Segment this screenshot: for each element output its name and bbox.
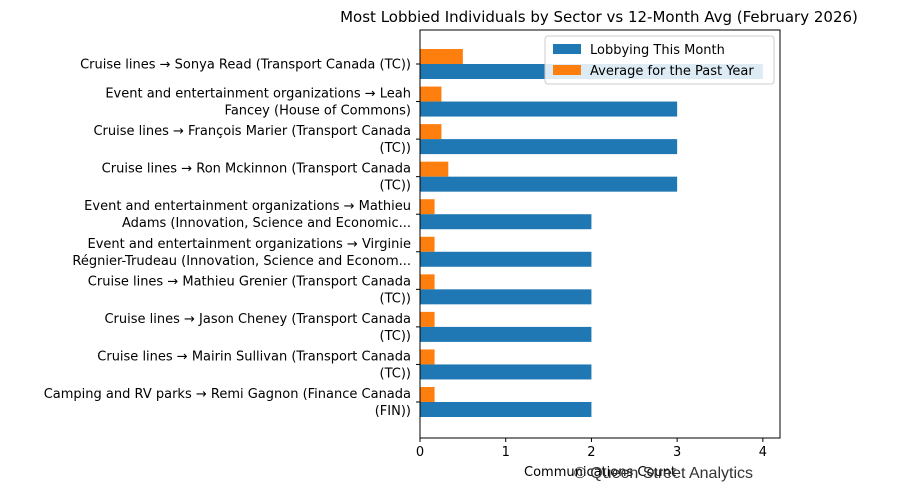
y-tick-label-4-line-2: (TC)) <box>380 179 411 194</box>
bar-this-month-7 <box>420 289 592 305</box>
y-tick-label-1-line-1: Cruise lines → Sonya Read (Transport Can… <box>80 58 411 73</box>
y-tick-label-8-line-1: Cruise lines → Jason Cheney (Transport C… <box>104 312 411 327</box>
bar-average-5 <box>420 199 435 215</box>
bar-this-month-2 <box>420 101 678 117</box>
x-axis-label: Communications Count <box>524 465 676 480</box>
x-tick-label-0: 0 <box>416 445 424 460</box>
bar-average-3 <box>420 124 442 140</box>
y-tick-label-2-line-2: Fancey (House of Commons) <box>225 104 411 119</box>
y-tick-label-3-line-2: (TC)) <box>380 141 411 156</box>
bar-average-10 <box>420 387 435 402</box>
legend-label-2: Average for the Past Year <box>590 64 754 79</box>
y-tick-label-6-line-2: Régnier-Trudeau (Innovation, Science and… <box>72 254 411 269</box>
y-tick-label-9-line-2: (TC)) <box>380 366 411 381</box>
bar-this-month-5 <box>420 214 592 230</box>
bar-average-1 <box>420 49 463 64</box>
legend-label-1: Lobbying This Month <box>590 43 725 58</box>
x-tick-label-3: 3 <box>673 445 681 460</box>
legend-swatch-1 <box>553 44 581 54</box>
legend-box <box>544 35 775 85</box>
y-tick-label-3-line-1: Cruise lines → François Marier (Transpor… <box>93 124 411 139</box>
bar-this-month-8 <box>420 326 592 342</box>
y-tick-label-9-line-1: Cruise lines → Mairin Sullivan (Transpor… <box>97 349 411 364</box>
y-tick-label-7-line-1: Cruise lines → Mathieu Grenier (Transpor… <box>88 274 411 289</box>
legend-swatch-2 <box>553 65 581 75</box>
bar-this-month-6 <box>420 251 592 267</box>
bar-average-2 <box>420 86 442 102</box>
bar-average-8 <box>420 311 435 327</box>
y-tick-label-7-line-2: (TC)) <box>380 291 411 306</box>
watermark: © Queen Street Analytics <box>574 465 753 482</box>
bar-this-month-4 <box>420 176 678 192</box>
chart-title: Most Lobbied Individuals by Sector vs 12… <box>340 8 858 26</box>
y-tick-label-6-line-1: Event and entertainment organizations → … <box>88 237 412 252</box>
y-tick-label-2-line-1: Event and entertainment organizations → … <box>105 87 411 102</box>
y-tick-label-10-line-1: Camping and RV parks → Remi Gagnon (Fina… <box>44 387 411 402</box>
bar-average-6 <box>420 236 435 252</box>
x-tick-label-2: 2 <box>587 445 595 460</box>
plot-frame <box>419 29 781 439</box>
x-tick-label-1: 1 <box>502 445 510 460</box>
y-tick-label-5-line-2: Adams (Innovation, Science and Economic.… <box>122 216 411 231</box>
bar-average-9 <box>420 349 435 365</box>
bars-group <box>420 49 763 417</box>
x-ticks: 0 1 2 3 4 <box>416 438 767 460</box>
y-tick-label-8-line-2: (TC)) <box>380 329 411 344</box>
bar-average-4 <box>420 161 449 177</box>
bar-this-month-9 <box>420 364 592 380</box>
x-tick-label-4: 4 <box>759 445 767 460</box>
bar-average-7 <box>420 274 435 290</box>
y-tick-label-10-line-2: (FIN)) <box>375 404 411 419</box>
bar-this-month-10 <box>420 402 592 417</box>
bar-this-month-3 <box>420 139 678 155</box>
legend: Lobbying This Month Average for the Past … <box>544 35 775 85</box>
y-tick-label-4-line-1: Cruise lines → Ron Mckinnon (Transport C… <box>102 162 411 177</box>
y-tick-labels: Cruise lines → Sonya Read (Transport Can… <box>44 58 420 419</box>
y-tick-label-5-line-1: Event and entertainment organizations → … <box>84 199 411 214</box>
